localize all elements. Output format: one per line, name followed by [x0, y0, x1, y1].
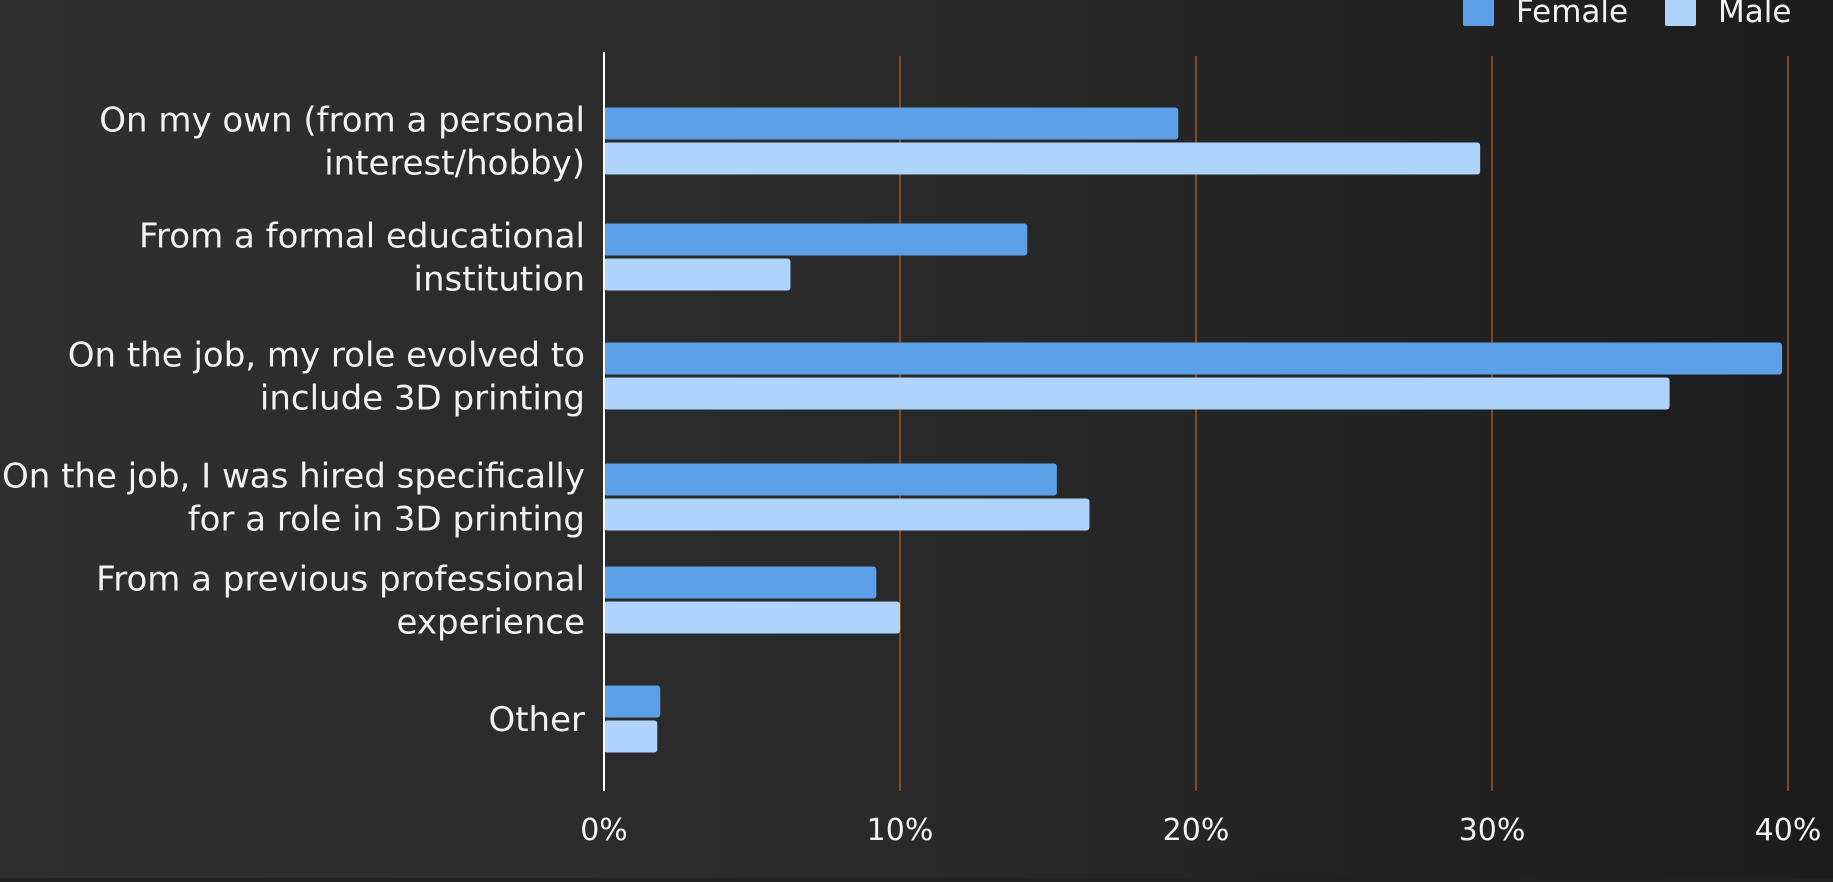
category-label: interest/hobby)	[324, 144, 585, 184]
bar-male	[604, 498, 1090, 531]
bar-female	[604, 107, 1179, 140]
x-tick-label: 40%	[1755, 813, 1822, 848]
category-label: On the job, I was hired specifically	[2, 457, 585, 497]
bar-male	[604, 720, 658, 753]
x-tick-labels: 0% 10% 20% 30% 40%	[580, 813, 1821, 848]
bar-male	[604, 142, 1481, 175]
category-label: institution	[414, 260, 586, 300]
gridlines	[899, 56, 1789, 791]
x-tick-label: 10%	[867, 813, 934, 848]
category-label: include 3D printing	[260, 379, 585, 419]
category-label: On my own (from a personal	[99, 101, 585, 141]
bar-female	[604, 223, 1028, 256]
bar-male	[604, 601, 900, 634]
category-label: On the job, my role evolved to	[68, 336, 585, 376]
bar-female	[604, 566, 877, 599]
category-label: From a formal educational	[139, 217, 585, 257]
category-label: for a role in 3D printing	[188, 500, 585, 540]
legend-swatch-female	[1463, 0, 1494, 26]
category-label: experience	[397, 603, 585, 643]
category-labels: On my own (from a personalinterest/hobby…	[2, 101, 585, 741]
bar-male	[604, 258, 791, 291]
bar-male	[604, 377, 1670, 410]
legend-label-male: Male	[1718, 0, 1791, 30]
x-tick-label: 20%	[1163, 813, 1230, 848]
x-tick-label: 0%	[580, 813, 628, 848]
bar-female	[604, 463, 1057, 496]
category-label: From a previous professional	[96, 560, 585, 600]
legend-label-female: Female	[1516, 0, 1628, 30]
bar-female	[604, 685, 661, 718]
legend-swatch-male	[1665, 0, 1696, 26]
bar-female	[604, 342, 1783, 375]
legend: Female Male	[1463, 0, 1791, 30]
category-label: Other	[488, 700, 585, 740]
bars	[604, 107, 1783, 753]
x-tick-label: 30%	[1459, 813, 1526, 848]
